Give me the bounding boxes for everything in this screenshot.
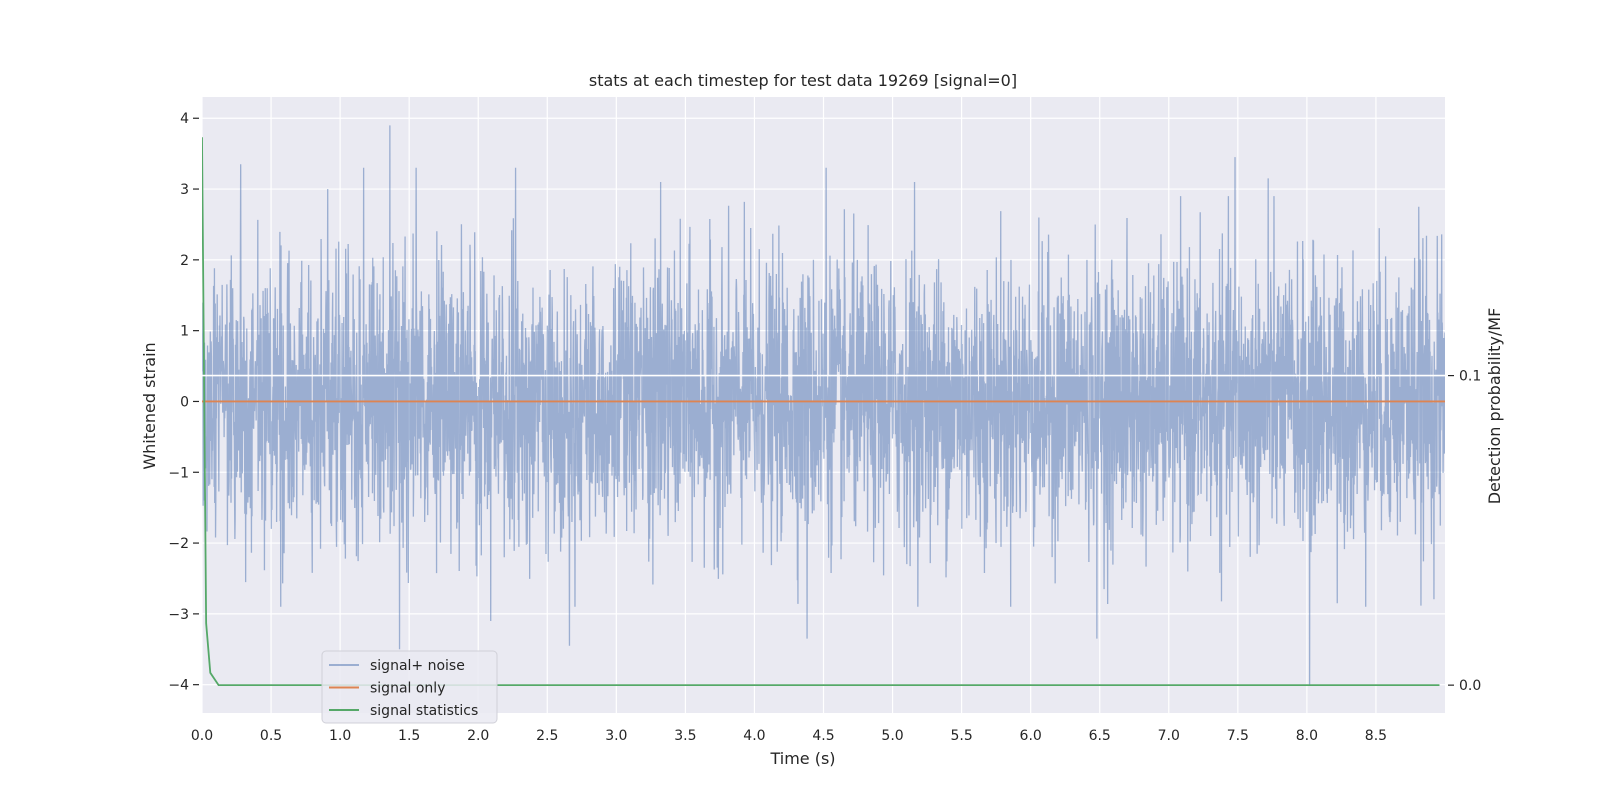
x-tick-label: 3.0 — [605, 728, 627, 744]
y-tick-label: −2 — [168, 536, 189, 552]
series-signal-plus-noise — [202, 125, 1445, 685]
y-tick-label: 3 — [180, 182, 189, 198]
legend-label: signal statistics — [370, 703, 478, 719]
series-layer — [202, 125, 1445, 687]
y-tick-label: −1 — [168, 465, 189, 481]
x-tick-label: 2.5 — [536, 728, 558, 744]
y-tick-label: 0 — [180, 394, 189, 410]
x-tick-label: 7.0 — [1158, 728, 1180, 744]
x-tick-label: 0.5 — [260, 728, 282, 744]
x-tick-label: 4.5 — [812, 728, 834, 744]
y-axis-label: Whitened strain — [140, 342, 159, 469]
y-tick-label: 1 — [180, 324, 189, 340]
legend-label: signal only — [370, 681, 445, 697]
y2-tick-label: 0.1 — [1459, 369, 1481, 385]
ticks: 0.0 0.5 1.0 1.5 2.0 2.5 3.0 3.5 4.0 4.5 5.0 5.5 6.0 6… — [168, 111, 1481, 744]
x-tick-label: 5.5 — [950, 728, 972, 744]
chart-title: stats at each timestep for test data 192… — [589, 71, 1017, 90]
y-tick-label: 4 — [180, 111, 189, 127]
x-tick-label: 7.5 — [1227, 728, 1249, 744]
x-tick-label: 0.0 — [191, 728, 213, 744]
x-tick-label: 1.5 — [398, 728, 420, 744]
legend-label: signal+ noise — [370, 658, 465, 674]
y-tick-label: −4 — [168, 678, 189, 694]
x-axis-label: Time (s) — [769, 749, 835, 768]
x-tick-label: 5.0 — [881, 728, 903, 744]
x-tick-label: 1.0 — [329, 728, 351, 744]
y-tick-label: −3 — [168, 607, 189, 623]
x-tick-label: 6.0 — [1020, 728, 1042, 744]
y2-axis-label: Detection probability/MF — [1485, 308, 1504, 505]
legend: signal+ noise signal only signal statistic… — [321, 650, 498, 724]
y-tick-label: 2 — [180, 253, 189, 269]
legend-box — [321, 650, 498, 724]
x-tick-label: 6.5 — [1089, 728, 1111, 744]
x-tick-label: 8.5 — [1365, 728, 1387, 744]
x-tick-label: 4.0 — [743, 728, 765, 744]
x-tick-label: 8.0 — [1296, 728, 1318, 744]
series-signal-statistics — [202, 137, 1440, 687]
y2-tick-label: 0.0 — [1459, 678, 1481, 694]
x-tick-label: 2.0 — [467, 728, 489, 744]
x-tick-label: 3.5 — [674, 728, 696, 744]
